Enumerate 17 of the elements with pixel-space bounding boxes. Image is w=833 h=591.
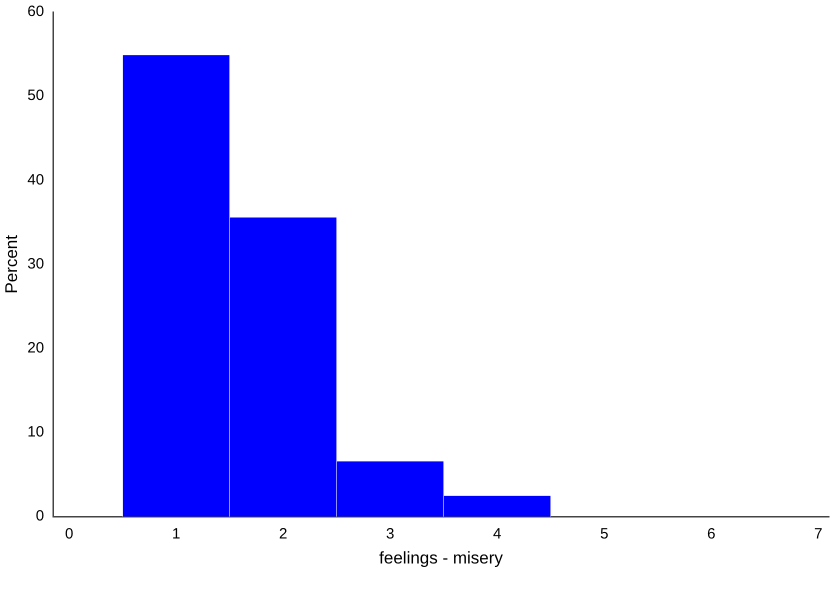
x-tick-label: 3 xyxy=(386,526,394,543)
y-tick-label: 60 xyxy=(27,3,44,20)
x-tick-label: 5 xyxy=(600,526,608,543)
y-axis-title: Percent xyxy=(2,234,21,294)
x-axis-title: feelings - misery xyxy=(379,548,504,568)
x-tick-label: 4 xyxy=(493,526,502,543)
y-tick-label: 20 xyxy=(27,340,44,357)
x-tick-label: 2 xyxy=(279,526,288,543)
x-tick-label: 0 xyxy=(64,526,74,543)
x-tick-label: 6 xyxy=(707,526,716,543)
y-tick-label: 30 xyxy=(27,255,44,272)
x-tick-label: 7 xyxy=(814,526,822,543)
x-tick-label: 1 xyxy=(172,526,180,543)
y-tick-label: 40 xyxy=(27,171,44,188)
y-tick-label: 0 xyxy=(36,508,44,525)
y-tick-label: 10 xyxy=(27,424,44,441)
y-tick-label: 50 xyxy=(27,87,44,104)
